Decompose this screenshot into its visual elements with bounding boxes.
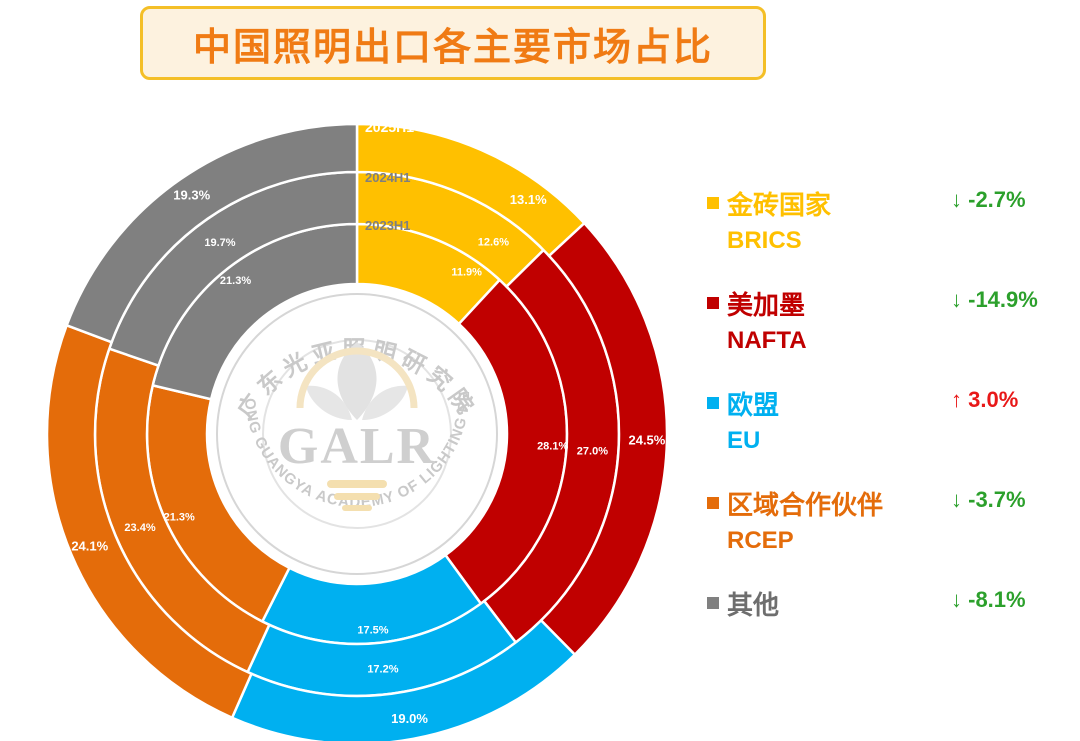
title-box: 中国照明出口各主要市场占比	[140, 6, 766, 80]
ring-name-2023H1: 2023H1	[365, 218, 411, 233]
ring-name-2024H1: 2024H1	[365, 170, 411, 185]
value-label-2023H1-3: 17.5%	[357, 624, 388, 636]
legend-label-cn: 区域合作伙伴	[727, 491, 884, 521]
legend-swatch	[707, 397, 719, 409]
value-label-2025H1-4: 24.1%	[71, 539, 108, 554]
legend-label-cn: 金砖国家	[727, 191, 832, 221]
value-label-2023H1-1: 11.9%	[451, 267, 482, 279]
legend-change-value: ↓ -2.7%	[951, 187, 1026, 212]
legend-change-value: ↓ -14.9%	[951, 287, 1038, 312]
value-label-2025H1-1: 13.1%	[510, 192, 547, 207]
value-label-2025H1-5: 19.3%	[173, 188, 210, 203]
value-label-2023H1-4: 21.3%	[164, 512, 195, 524]
legend-swatch	[707, 197, 719, 209]
legend-label-cn: 美加墨	[727, 291, 806, 321]
legend-swatch	[707, 497, 719, 509]
value-label-2023H1-5: 21.3%	[220, 275, 251, 287]
ring-labels: 11.9% 28.1% 17.5% 21.3% 21.3% 2023H1 12.6% 27.0…	[71, 119, 665, 726]
legend-label-en: BRICS	[727, 227, 802, 254]
value-label-2024H1-1: 12.6%	[478, 236, 509, 248]
ring-name-2025H1: 2025H1	[365, 119, 414, 135]
legend-label-cn: 欧盟	[727, 391, 780, 421]
legend-change-value: ↑ 3.0%	[951, 387, 1019, 412]
bulb-base-icon	[327, 480, 387, 511]
legend-label-cn: 其他	[727, 591, 780, 621]
donut-rings	[45, 122, 669, 741]
logo-outer-ring	[216, 293, 498, 575]
value-label-2025H1-2: 24.5%	[628, 432, 665, 447]
ring-segment-2025H1-5	[65, 122, 359, 344]
legend-label-en: EU	[727, 427, 761, 454]
logo-inner-ring	[262, 339, 452, 529]
value-label-2023H1-2: 28.1%	[537, 440, 568, 452]
legend-change-value: ↓ -3.7%	[951, 487, 1026, 512]
legend-change-value: ↓ -8.1%	[951, 587, 1026, 612]
value-label-2024H1-2: 27.0%	[577, 446, 608, 458]
value-label-2024H1-5: 19.7%	[204, 237, 235, 249]
value-label-2025H1-3: 19.0%	[391, 711, 428, 726]
logo-abbr: GALR	[278, 418, 436, 475]
value-label-2024H1-3: 17.2%	[367, 664, 398, 676]
legend-label-en: RCEP	[727, 527, 794, 554]
legend-swatch	[707, 297, 719, 309]
legend-label-en: NAFTA	[727, 327, 807, 354]
chart-title: 中国照明出口各主要市场占比	[192, 24, 713, 69]
logo-background	[211, 288, 503, 580]
legend-swatch	[707, 597, 719, 609]
leaf-icon	[296, 342, 418, 420]
value-label-2024H1-4: 23.4%	[124, 522, 155, 534]
